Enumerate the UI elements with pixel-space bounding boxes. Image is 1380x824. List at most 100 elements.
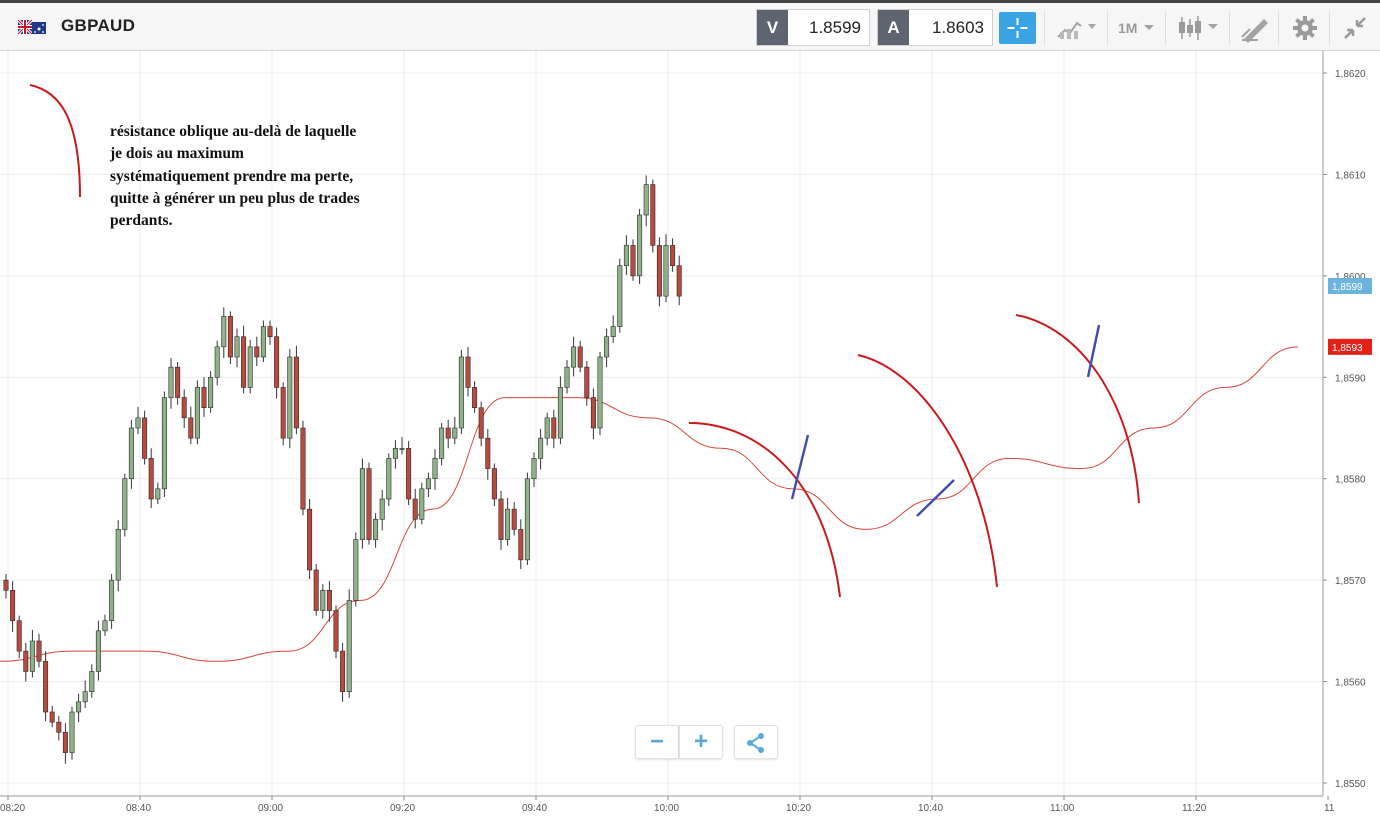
candle-body (135, 417, 141, 429)
annotation-stroke (29, 84, 81, 198)
candle-body (610, 326, 616, 338)
candle-body (175, 366, 181, 398)
x-tick-label: 09:20 (390, 803, 415, 814)
candle-body (419, 488, 425, 520)
toolbar-divider (1044, 11, 1045, 45)
annotation-stroke (688, 422, 841, 598)
x-tick-label: 10:20 (786, 803, 811, 814)
x-tick-label: 10:40 (918, 803, 943, 814)
candle-body (320, 589, 326, 611)
toolbar-divider (1229, 11, 1230, 45)
candlestick-icon (1179, 16, 1218, 40)
candle-body (465, 356, 471, 388)
gear-icon (1293, 16, 1317, 40)
candle-body (617, 265, 623, 327)
candle-body (676, 265, 682, 297)
candle-body (313, 569, 319, 611)
chevron-down-icon (1144, 25, 1154, 30)
candle-body (491, 468, 497, 500)
price-chart[interactable]: 1,8620 1,8610 1,8600 1,8590 1,8580 1,8570 1,85… (0, 51, 1380, 824)
candle-body (221, 316, 227, 348)
candle-body (16, 620, 22, 652)
sell-price-button[interactable]: V 1.8599 (756, 9, 870, 46)
candle-body (359, 468, 365, 540)
candle-body (29, 640, 35, 672)
collapse-icon (1344, 17, 1366, 39)
crosshair-icon (1007, 18, 1028, 38)
candle-body (194, 387, 200, 439)
candle-body (656, 245, 662, 297)
candle-body (392, 447, 398, 459)
annotation-stroke (857, 354, 998, 588)
candle-body (188, 417, 194, 439)
share-button[interactable] (734, 725, 778, 759)
current-price-tag-label: 1,8599 (1332, 282, 1363, 293)
buy-price: 1.8603 (932, 18, 984, 37)
candle-body (406, 447, 412, 500)
annotation-stroke (1086, 324, 1101, 378)
buy-tag: A (878, 10, 909, 45)
candle-body (214, 346, 220, 378)
candle-body (663, 245, 669, 297)
candle-body (538, 437, 544, 459)
candle-body (36, 640, 42, 662)
candle-body (630, 245, 636, 277)
candle-body (518, 529, 524, 561)
x-tick-label: 09:00 (258, 803, 283, 814)
candle-body (458, 356, 464, 429)
candle-body (148, 458, 154, 500)
zoom-out-button[interactable]: − (635, 725, 679, 759)
x-tick-label: 10:00 (654, 803, 679, 814)
y-tick-label: 1,8590 (1335, 373, 1366, 384)
zoom-in-button[interactable]: + (679, 725, 723, 759)
candle-body (56, 721, 62, 733)
candle-body (498, 498, 504, 540)
moving-average-line (0, 346, 1299, 662)
gb-au-flag-icon (18, 20, 46, 34)
sell-price: 1.8599 (809, 18, 861, 37)
candle-body (445, 427, 451, 439)
candle-body (241, 336, 247, 388)
buy-price-button[interactable]: A 1.8603 (877, 9, 993, 46)
timeframe-dropdown[interactable]: 1M (1118, 13, 1158, 43)
share-icon (747, 733, 764, 753)
candle-body (524, 478, 530, 561)
chart-area[interactable]: 1,8620 1,8610 1,8600 1,8590 1,8580 1,8570 1,85… (0, 51, 1380, 824)
draw-tools-button[interactable] (1240, 13, 1270, 43)
collapse-button[interactable] (1340, 13, 1370, 43)
indicators-button[interactable] (1056, 13, 1100, 43)
y-tick-label: 1,8610 (1335, 170, 1366, 181)
x-tick-label: 08:20 (0, 803, 25, 814)
candle-body (643, 184, 649, 216)
candle-body (95, 630, 101, 672)
candle-body (10, 589, 16, 622)
ma-price-tag-label: 1,8593 (1332, 343, 1363, 354)
candle-body (115, 529, 121, 581)
candle-body (637, 214, 643, 277)
candle-body (590, 397, 596, 429)
candle-body (439, 427, 445, 459)
candle-body (511, 508, 517, 530)
x-tick-label: 08:40 (126, 803, 151, 814)
candle-body (623, 245, 629, 267)
chart-type-button[interactable] (1176, 13, 1222, 43)
settings-button[interactable] (1290, 13, 1320, 43)
candle-body (201, 387, 207, 409)
y-tick-label: 1,8570 (1335, 576, 1366, 587)
indicators-icon (1057, 21, 1096, 39)
toolbar-divider (1107, 11, 1108, 45)
candle-body (597, 356, 603, 429)
candle-body (505, 508, 511, 540)
candle-body (254, 346, 260, 358)
candle-body (340, 650, 346, 693)
candle-body (584, 366, 590, 398)
candle-body (76, 701, 82, 713)
candle-body (379, 498, 385, 520)
candle-body (670, 245, 676, 267)
crosshair-button[interactable] (999, 12, 1036, 44)
candle-body (102, 620, 108, 632)
candle-body (122, 478, 128, 530)
candle-body (604, 336, 610, 358)
candle-body (82, 691, 88, 703)
candle-body (386, 458, 392, 500)
